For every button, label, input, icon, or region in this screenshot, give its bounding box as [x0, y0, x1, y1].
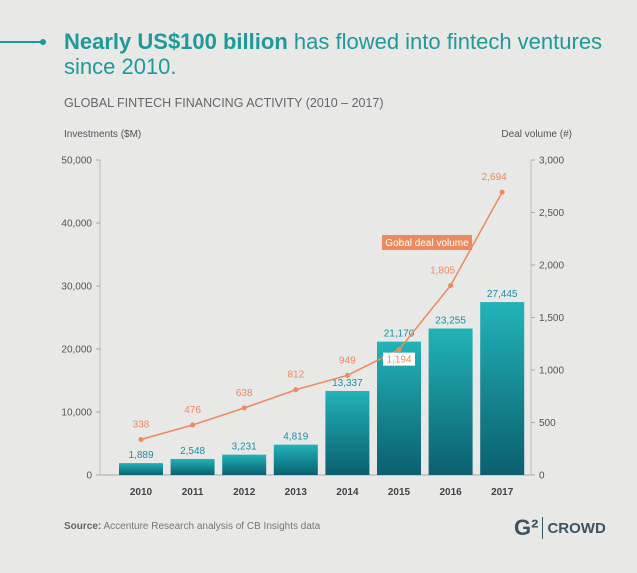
y-tick-label: 20,000 — [61, 345, 92, 356]
legend-label: Gobal deal volume — [385, 238, 469, 249]
headline-bold: Nearly US$100 billion — [64, 29, 288, 54]
y-tick-label: 50,000 — [61, 156, 92, 167]
bar-2014 — [325, 390, 370, 475]
deal-point-2011 — [190, 422, 196, 428]
deal-point-2010 — [138, 437, 144, 443]
x-tick-label: 2016 — [439, 487, 462, 498]
y2-tick-label: 2,500 — [539, 208, 564, 219]
g2-crowd-logo: G² CROWD — [514, 515, 606, 541]
source-note: Source: Accenture Research analysis of C… — [64, 521, 320, 532]
bar-2017 — [480, 302, 525, 475]
deal-label-2010: 338 — [133, 420, 150, 431]
deal-label-2011: 476 — [184, 405, 201, 416]
headline-rule — [0, 41, 42, 43]
deal-point-2013 — [293, 387, 299, 393]
source-label: Source: — [64, 521, 102, 532]
bar-label-2014: 13,337 — [332, 378, 363, 389]
y-tick-label: 0 — [86, 471, 92, 482]
bar-2010 — [119, 463, 163, 475]
deal-point-2016 — [448, 282, 454, 288]
bar-label-2010: 1,889 — [128, 450, 153, 461]
y2-tick-label: 1,000 — [539, 366, 564, 377]
deal-label-2012: 638 — [236, 388, 253, 399]
deal-label-bg — [383, 352, 415, 366]
y2-tick-label: 0 — [539, 471, 545, 482]
legend-box — [382, 235, 472, 250]
deal-point-2012 — [241, 405, 247, 411]
logo-divider — [542, 517, 544, 539]
bar-2011 — [170, 458, 215, 475]
deal-label-2014: 949 — [339, 355, 356, 366]
deal-label-2016: 1,805 — [430, 265, 455, 276]
deal-point-2017 — [499, 189, 505, 195]
headline-dot — [40, 39, 46, 45]
deal-label-2015: 1,194 — [386, 355, 411, 366]
y2-tick-label: 3,000 — [539, 156, 564, 167]
y-tick-label: 30,000 — [61, 282, 92, 293]
headline-rest: has flowed into fintech ventures since 2… — [64, 29, 603, 79]
deal-point-2015 — [396, 347, 402, 353]
g2-logo-mark: G² — [514, 515, 539, 540]
x-tick-label: 2015 — [388, 487, 411, 498]
y-tick-label: 40,000 — [61, 219, 92, 230]
deal-label-2013: 812 — [287, 370, 304, 381]
bar-2013 — [273, 444, 318, 475]
bar-2016 — [428, 328, 473, 475]
y2-tick-label: 2,000 — [539, 261, 564, 272]
bar-label-2012: 3,231 — [232, 442, 257, 453]
x-tick-label: 2013 — [285, 487, 308, 498]
y-tick-label: 10,000 — [61, 408, 92, 419]
bar-label-2016: 23,255 — [435, 315, 466, 326]
bar-label-2017: 27,445 — [487, 289, 518, 300]
chart-title: GLOBAL FINTECH FINANCING ACTIVITY (2010 … — [64, 96, 384, 110]
bar-label-2011: 2,548 — [180, 446, 205, 457]
logo-text: CROWD — [547, 519, 606, 537]
source-text: Accenture Research analysis of CB Insigh… — [101, 521, 321, 532]
y2-axis-label: Deal volume (#) — [501, 129, 572, 140]
y2-tick-label: 500 — [539, 418, 556, 429]
x-tick-label: 2014 — [336, 487, 359, 498]
x-tick-label: 2010 — [130, 487, 153, 498]
y-axis-label: Investments ($M) — [64, 129, 142, 140]
deal-point-2014 — [344, 372, 350, 378]
x-tick-label: 2017 — [491, 487, 514, 498]
bar-label-2015: 21,170 — [384, 329, 415, 340]
deal-label-2017: 2,694 — [482, 172, 507, 183]
y2-tick-label: 1,500 — [539, 313, 564, 324]
x-tick-label: 2012 — [233, 487, 256, 498]
deal-volume-line — [140, 191, 503, 441]
x-tick-label: 2011 — [182, 487, 204, 498]
bar-label-2013: 4,819 — [283, 432, 308, 443]
bar-2012 — [222, 454, 267, 475]
headline: Nearly US$100 billion has flowed into fi… — [64, 29, 637, 79]
